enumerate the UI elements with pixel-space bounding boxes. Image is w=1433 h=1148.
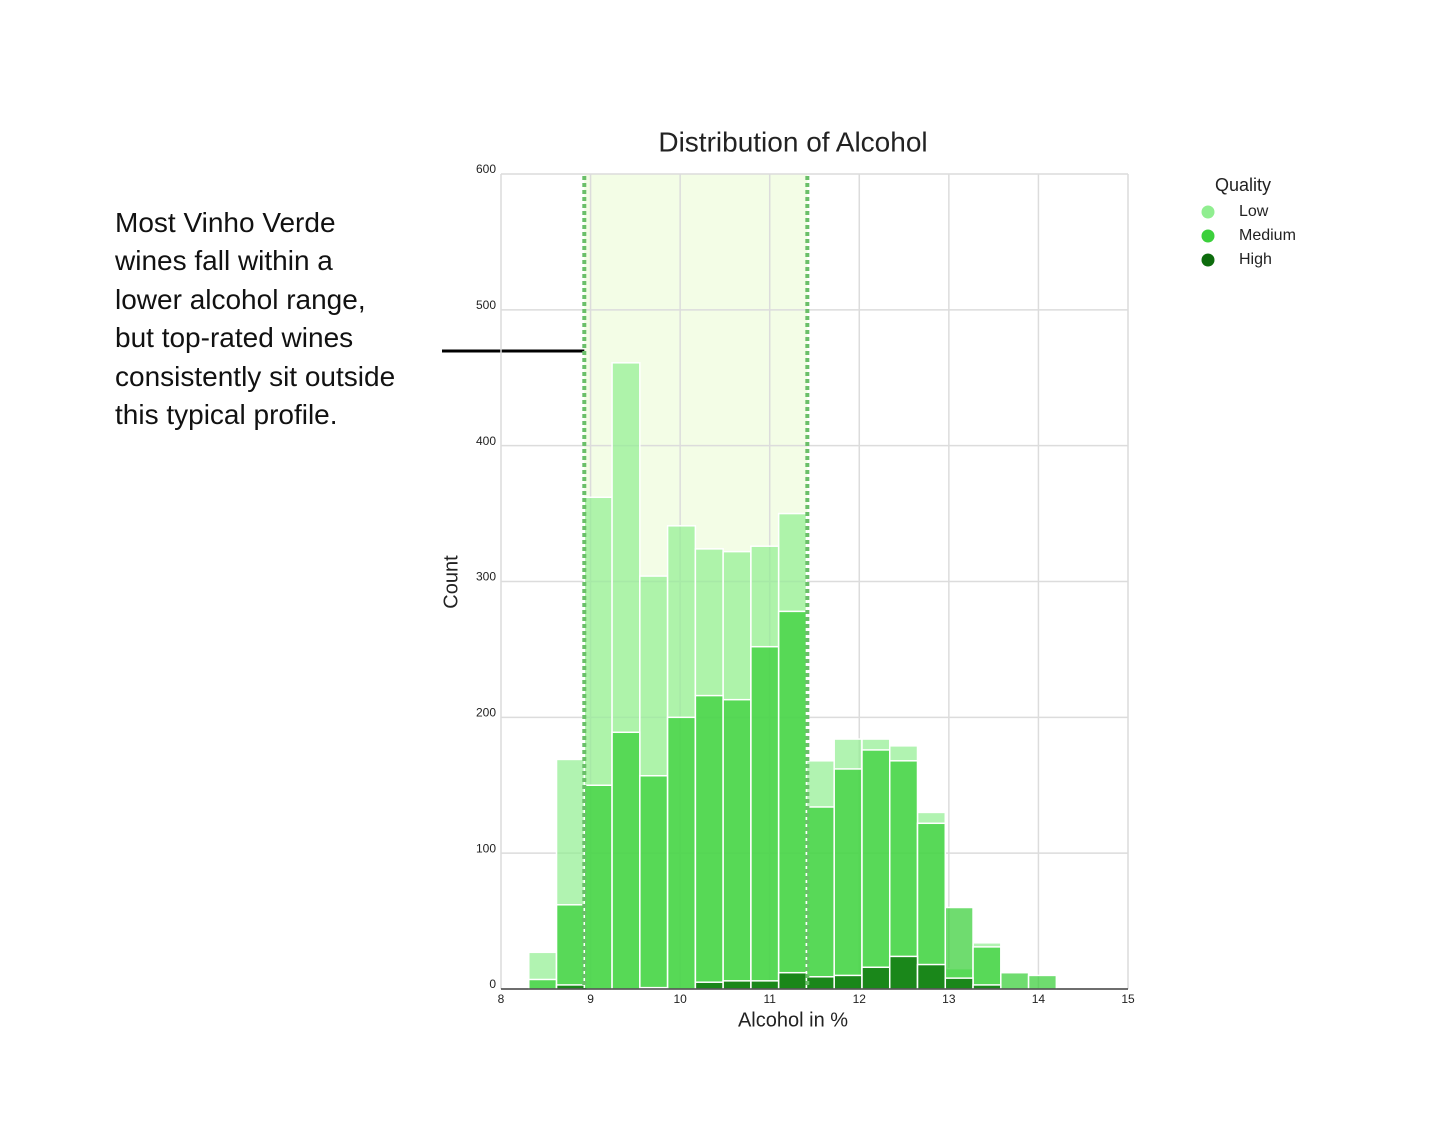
legend-title: Quality — [1215, 175, 1271, 195]
x-tick-label: 14 — [1032, 992, 1046, 1006]
bar — [666, 716, 697, 990]
bar — [861, 966, 891, 990]
x-tick-label: 10 — [673, 992, 687, 1006]
bar — [888, 955, 919, 990]
x-tick-label: 15 — [1121, 992, 1135, 1006]
x-tick-label: 12 — [853, 992, 867, 1006]
bar — [916, 963, 947, 990]
bar — [861, 749, 891, 990]
legend-label: Medium — [1239, 227, 1296, 244]
y-tick-label: 500 — [476, 298, 496, 312]
chart-title: Distribution of Alcohol — [658, 126, 927, 157]
legend-marker — [1201, 229, 1215, 243]
y-tick-label: 400 — [476, 434, 496, 448]
bar — [944, 906, 974, 990]
x-axis-label: Alcohol in % — [738, 1009, 848, 1031]
x-tick-label: 13 — [942, 992, 956, 1006]
bar — [777, 971, 808, 990]
bar — [639, 774, 669, 990]
x-tick-label: 8 — [498, 992, 505, 1006]
bar — [611, 731, 641, 990]
bar — [1027, 974, 1058, 990]
bar — [555, 984, 586, 990]
x-tick-label: 11 — [763, 992, 776, 1006]
annotation: Most Vinho Verde wines fall within a low… — [115, 207, 396, 431]
y-tick-label: 100 — [476, 841, 496, 855]
bar — [805, 976, 835, 990]
y-axis-label: Count — [440, 555, 462, 609]
bar — [583, 784, 613, 990]
bar — [555, 904, 586, 990]
y-tick-label: 600 — [476, 162, 496, 176]
bar — [722, 980, 752, 990]
bar — [750, 645, 780, 990]
bar — [888, 760, 919, 990]
legend-marker — [1201, 253, 1215, 267]
bar — [972, 984, 1002, 990]
bar — [777, 610, 808, 990]
bar — [750, 980, 780, 990]
bar — [944, 977, 974, 990]
bar — [722, 698, 752, 990]
bar — [1000, 971, 1030, 990]
legend-label: Low — [1239, 203, 1269, 220]
y-tick-label: 0 — [489, 977, 496, 991]
legend-label: High — [1239, 251, 1272, 268]
bar — [805, 806, 835, 990]
bar — [528, 978, 558, 990]
y-tick-label: 300 — [476, 570, 496, 584]
y-tick-label: 200 — [476, 706, 496, 720]
bar — [694, 694, 724, 990]
bar — [833, 974, 863, 990]
legend-marker — [1201, 205, 1215, 219]
x-tick-label: 9 — [587, 992, 594, 1006]
bar — [694, 981, 724, 990]
bar — [833, 768, 863, 990]
bar — [972, 946, 1002, 990]
